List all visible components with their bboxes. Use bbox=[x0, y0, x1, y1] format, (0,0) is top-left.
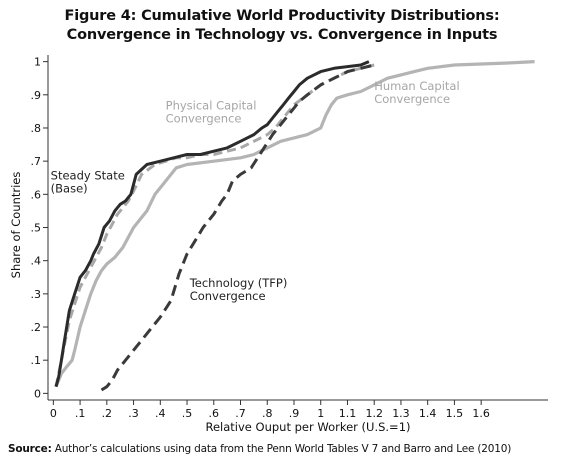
chart-title-line-2: Convergence in Technology vs. Convergenc… bbox=[66, 27, 498, 43]
x-tick-label: .9 bbox=[289, 407, 300, 420]
annotation-label-2: Human Capital Convergence bbox=[374, 79, 459, 106]
source-text: Author’s calculations using data from th… bbox=[51, 443, 512, 455]
annotations: Physical Capital Convergence Human Capital… bbox=[51, 79, 460, 303]
x-tick-label: 1 bbox=[317, 407, 324, 420]
series-lines bbox=[54, 60, 535, 392]
y-tick-label: .3 bbox=[31, 288, 42, 301]
x-tick-label: .1 bbox=[75, 407, 86, 420]
chart-title: Figure 4: Cumulative World Productivity … bbox=[0, 7, 564, 45]
x-tick-label: 1.6 bbox=[472, 407, 490, 420]
y-tick-label: .1 bbox=[31, 354, 42, 367]
x-tick-label: 1.3 bbox=[392, 407, 410, 420]
x-tick-label: .7 bbox=[235, 407, 246, 420]
source-note: Source: Author’s calculations using data… bbox=[8, 443, 564, 455]
annotation-label-4: Technology (TFP) Convergence bbox=[189, 276, 288, 303]
x-tick-label: 1.1 bbox=[339, 407, 357, 420]
x-tick-label: .3 bbox=[128, 407, 139, 420]
x-tick-label: .5 bbox=[182, 407, 193, 420]
annotation-label-3: Steady State (Base) bbox=[51, 168, 125, 195]
x-axis-title: Relative Ouput per Worker (U.S.=1) bbox=[205, 420, 410, 434]
y-tick-label: .6 bbox=[31, 188, 42, 201]
x-tick-label: .2 bbox=[102, 407, 113, 420]
y-tick-label: .4 bbox=[31, 255, 42, 268]
y-tick-label: .9 bbox=[31, 89, 42, 102]
y-tick-label: 0 bbox=[34, 387, 41, 400]
x-tick-label: .8 bbox=[262, 407, 273, 420]
source-label: Source: bbox=[8, 443, 52, 455]
y-tick-label: .2 bbox=[31, 321, 42, 334]
y-axis-title: Share of Countries bbox=[9, 172, 23, 279]
x-tick-label: 1.4 bbox=[419, 407, 437, 420]
x-tick-label: .4 bbox=[155, 407, 166, 420]
chart-title-line-1: Figure 4: Cumulative World Productivity … bbox=[64, 8, 500, 24]
y-tick-label: 1 bbox=[34, 56, 41, 69]
annotation-label-1: Physical Capital Convergence bbox=[166, 99, 257, 126]
y-tick-label: .7 bbox=[31, 155, 42, 168]
y-tick-label: .5 bbox=[31, 222, 42, 235]
x-tick-label: 1.2 bbox=[365, 407, 383, 420]
x-tick-label: .6 bbox=[209, 407, 220, 420]
y-tick-label: .8 bbox=[31, 122, 42, 135]
cumulative-distribution-chart: 0 .1 .2 .3 .4 .5 .6 .7 .8 .9 1 0 .1 .2 .3 .4 .5 .6 .7 .8 .9 1… bbox=[9, 55, 548, 434]
series-line-technology bbox=[100, 63, 375, 392]
x-tick-label: 0 bbox=[50, 407, 57, 420]
series-line-steady-state bbox=[54, 60, 370, 388]
axes: 0 .1 .2 .3 .4 .5 .6 .7 .8 .9 1 0 .1 .2 .3 .4 .5 .6 .7 .8 .9 1… bbox=[31, 55, 548, 420]
series-line-physical-capital bbox=[54, 63, 375, 388]
series-line-human-capital bbox=[54, 60, 535, 388]
x-tick-label: 1.5 bbox=[446, 407, 464, 420]
